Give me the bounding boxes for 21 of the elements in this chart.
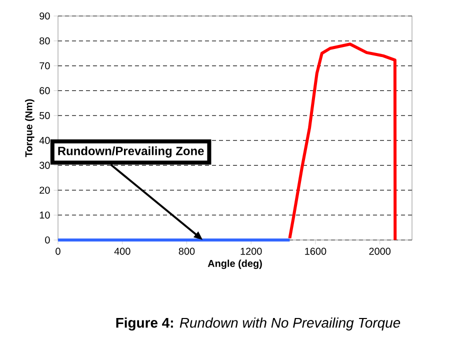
x-tick-label: 800 [178,248,195,255]
y-tick-label: 0 [45,236,50,244]
x-tick-label: 400 [114,248,130,255]
x-tick-label: 1200 [240,248,262,255]
y-tick-label: 80 [40,37,50,44]
y-tick-label: 10 [40,212,50,219]
y-tick-label: 30 [40,162,50,169]
y-tick-label: 90 [40,12,50,20]
x-tick-label: 0 [56,248,60,255]
y-tick-label: 20 [40,186,50,194]
y-tick-label: 70 [40,62,50,70]
y-tick-label: 50 [40,112,50,120]
line-series [288,42,397,242]
y-axis-title: Torque (Nm) [25,99,34,158]
x-tick-label: 2000 [369,248,391,255]
y-tick-label: 40 [39,136,50,144]
y-tick-label: 60 [40,87,50,94]
text: Figure 4: Rundown with No Prevailing Torque [116,317,400,331]
x-tick-label: 1600 [305,248,326,255]
annotation: Rundown/Prevailing Zone [58,146,204,158]
x-axis-title: Angle (deg) [208,260,262,269]
